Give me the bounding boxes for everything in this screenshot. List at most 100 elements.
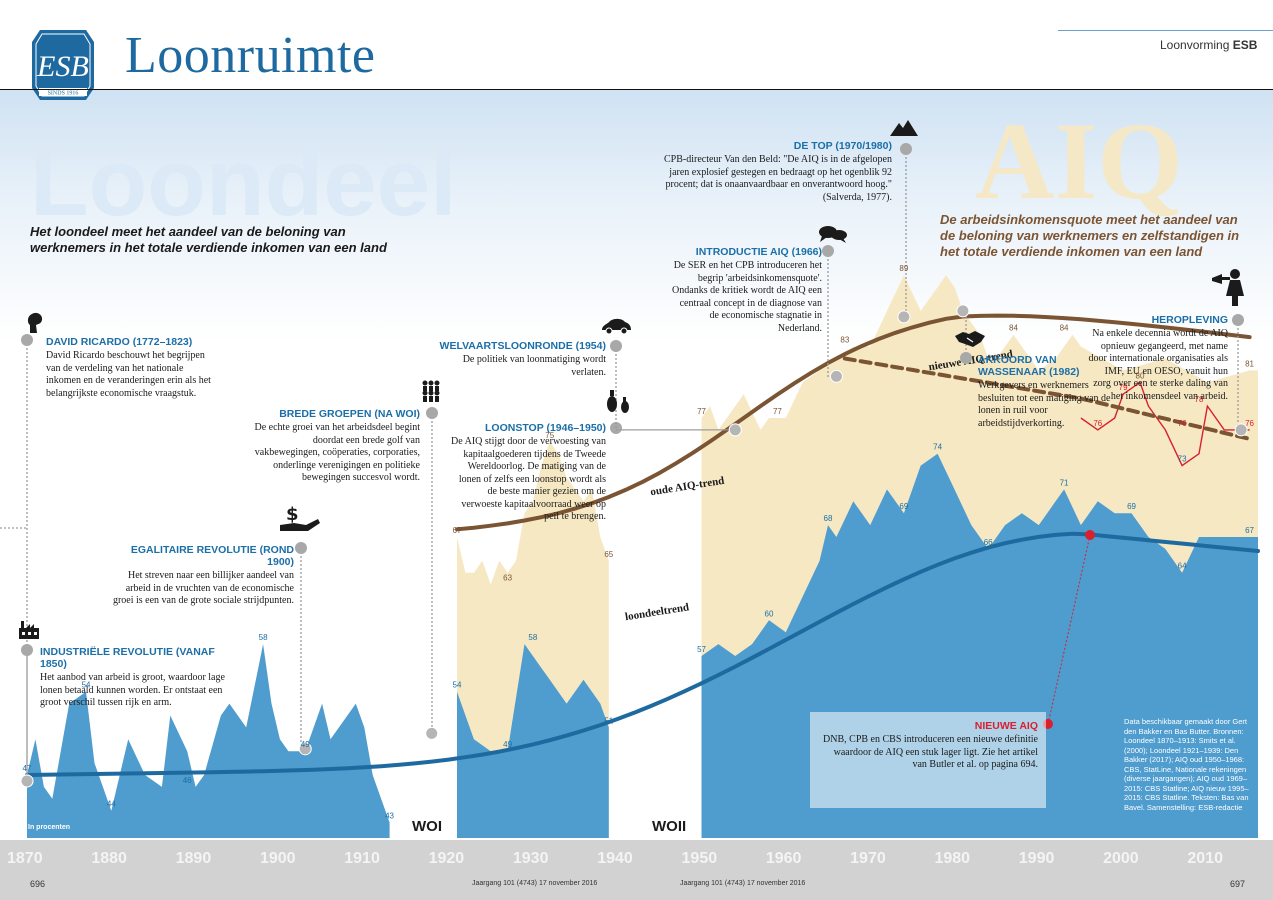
axis-year-label: 1870 — [7, 850, 43, 867]
value-label: 75 — [545, 431, 554, 440]
loondeeltrend-line — [25, 531, 1260, 777]
loondeel-heading: Loondeel — [30, 129, 457, 236]
value-label: 49 — [301, 740, 310, 749]
trend-label: loondeeltrend — [624, 601, 690, 623]
trend-marker-dot — [956, 304, 970, 318]
loondeel-area-interwar — [457, 644, 609, 838]
loondeel-area-prewar — [27, 644, 390, 838]
event-marker-dot — [822, 245, 834, 257]
event-heropleving: Heropleving Na enkele decennia wordt de A… — [1088, 314, 1229, 402]
axis-year-label: 1950 — [681, 850, 718, 867]
woi-label: WOI — [412, 818, 442, 835]
event-connector — [827, 251, 837, 377]
value-label: 54 — [82, 681, 91, 690]
esb-logo: ESB SINDS 1916 — [30, 28, 96, 102]
value-label: 84 — [1060, 324, 1069, 333]
section-top-rule — [1058, 30, 1273, 31]
trend-marker-dot — [728, 423, 742, 437]
axis-year-label: 1890 — [175, 850, 212, 867]
timeline-axis-bar — [0, 840, 1273, 900]
axis-year-label: 1980 — [934, 850, 971, 867]
event-ricardo: David Ricardo (1772–1823) David Ricardo b… — [46, 336, 211, 399]
value-label: 69 — [899, 502, 908, 511]
loondeel-definition: Het loondeel meet het aandeel van de bel… — [30, 224, 387, 255]
event-groups: Brede groepen (na WOI) De echte groei van… — [254, 408, 420, 483]
value-label: 46 — [183, 776, 192, 785]
axis-year-label: 1940 — [597, 850, 633, 867]
value-label: 43 — [385, 812, 394, 821]
event-marker-dot — [960, 352, 972, 364]
nieuwe-aiq-trend-line — [842, 356, 1252, 441]
value-label: 77 — [773, 407, 782, 416]
value-label: 67 — [453, 526, 462, 535]
value-label: 83 — [840, 336, 849, 345]
value-label: 63 — [503, 574, 512, 583]
value-label: 76 — [1245, 419, 1254, 428]
factory-icon — [18, 618, 40, 643]
issue-left: Jaargang 101 (4743) 17 november 2016 — [472, 880, 598, 887]
event-connector — [615, 346, 736, 431]
axis-year-label: 1880 — [91, 850, 127, 867]
page-title: Loonruimte — [125, 27, 376, 84]
trend-marker-dot — [897, 310, 911, 324]
handshake-icon — [955, 330, 985, 351]
axis-year-label: 1930 — [512, 850, 549, 867]
value-label: 79 — [1119, 383, 1128, 392]
value-label: 60 — [765, 609, 774, 618]
value-label: 49 — [503, 740, 512, 749]
value-label: 76 — [1093, 419, 1102, 428]
nieuwe-aiq-start-dot — [1085, 530, 1095, 540]
event-marker-dot — [1232, 314, 1244, 326]
ricardo-portrait-icon — [26, 311, 44, 336]
event-connectors — [0, 143, 1248, 788]
speech-bubbles-icon — [818, 224, 848, 247]
value-label: 47 — [23, 764, 32, 773]
nieuwe-aiq-connector — [1047, 534, 1091, 725]
event-marker-dot — [21, 644, 33, 656]
axis-year-label: 2000 — [1103, 850, 1139, 867]
value-label: 78 — [1195, 395, 1204, 404]
value-label: 73 — [1178, 455, 1187, 464]
page-number-left: 696 — [30, 879, 46, 889]
event-loonstop: Loonstop (1946–1950) De AIQ stijgt door d… — [451, 422, 606, 522]
axis-year-label: 1970 — [850, 850, 886, 867]
value-label: 68 — [824, 514, 833, 523]
event-top: De top (1970/1980) CPB-directeur Van den … — [663, 140, 892, 203]
aiq-heading: AIQ — [975, 100, 1183, 222]
value-label: 80 — [1136, 371, 1145, 380]
value-label: 89 — [899, 264, 908, 273]
value-label: 57 — [697, 645, 706, 654]
value-label: 44 — [107, 800, 116, 809]
value-label: 65 — [604, 550, 613, 559]
trend-marker-dot — [298, 742, 312, 756]
header-rule — [0, 89, 1273, 90]
trend-marker-dot — [1234, 423, 1248, 437]
value-label: 69 — [1127, 502, 1136, 511]
axis-year-label: 1900 — [259, 850, 296, 867]
event-egalitarian: Egalitaire revolutie (rond 1900) Het stre… — [112, 544, 294, 606]
event-aiq-intro: Introductie AIQ (1966) De SER en het CPB … — [672, 246, 822, 334]
section-label: Loonvorming ESB — [1160, 38, 1258, 52]
unit-label: In procenten — [28, 824, 71, 831]
value-label: 81 — [1245, 359, 1254, 368]
event-marker-dot — [21, 334, 33, 346]
sources-credits: Data beschikbaar gemaakt door Gert den B… — [1124, 717, 1249, 812]
value-label: 84 — [1009, 324, 1018, 333]
car-icon — [600, 318, 632, 337]
woii-label: WOII — [652, 818, 687, 835]
value-label: 77 — [697, 407, 706, 416]
value-label: 67 — [1245, 526, 1254, 535]
value-label: 54 — [453, 681, 462, 690]
svg-text:ESB: ESB — [36, 50, 89, 83]
axis-year-label: 1910 — [344, 850, 380, 867]
megaphone-woman-icon — [1212, 268, 1246, 309]
value-label: 66 — [984, 538, 993, 547]
event-welvaart: Welvaartsloonronde (1954) De politiek van… — [439, 340, 606, 378]
event-wassenaar: Akkoord van Wassenaar (1982) Werkgevers e… — [978, 354, 1111, 429]
axis-year-label: 1920 — [428, 850, 465, 867]
value-label: 74 — [933, 443, 942, 452]
trend-marker-dot — [20, 774, 34, 788]
axis-year-label: 1960 — [765, 850, 802, 867]
value-label: 64 — [1178, 562, 1187, 571]
